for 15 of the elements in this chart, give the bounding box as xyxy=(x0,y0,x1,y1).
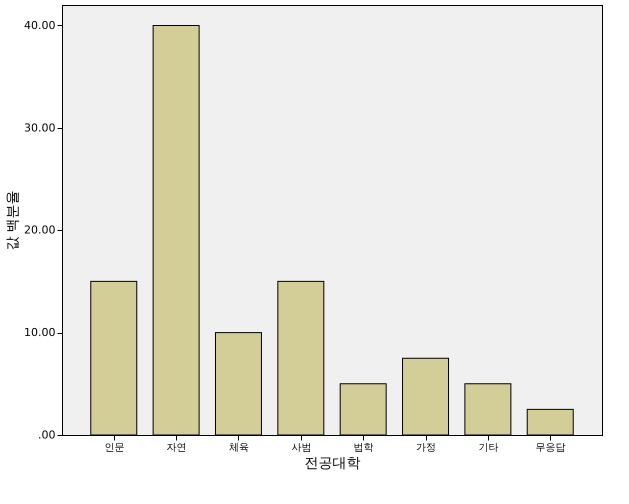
y-axis-title: 값 백분율 xyxy=(5,190,22,251)
x-tick-label: 가정 xyxy=(416,442,436,454)
y-tick-label: .00 xyxy=(38,428,56,442)
x-tick-label: 체육 xyxy=(228,442,249,454)
x-tick-label: 사범 xyxy=(291,442,312,454)
y-tick-label: 30.00 xyxy=(24,121,56,134)
y-tick-label: 20.00 xyxy=(24,224,56,237)
y-tick-label: 10.00 xyxy=(24,326,56,340)
x-tick-label: 자연 xyxy=(166,442,187,454)
x-tick-label: 법학 xyxy=(354,442,374,454)
y-tick-label: 40.00 xyxy=(24,18,56,32)
x-tick-label: 인문 xyxy=(104,442,124,454)
x-axis-title: 전공대학 xyxy=(304,456,360,472)
x-tick-label: 기타 xyxy=(478,442,498,454)
x-tick-label: 무응답 xyxy=(536,442,566,454)
